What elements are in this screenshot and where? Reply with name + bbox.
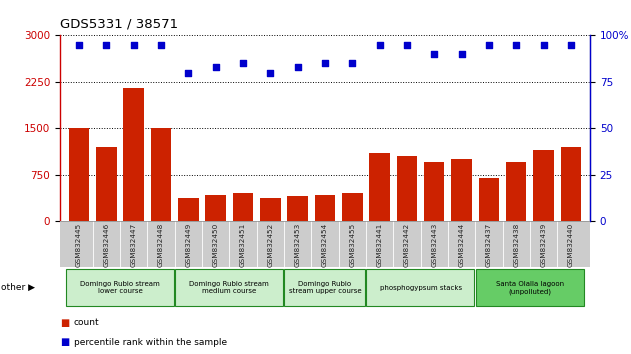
Point — [293, 64, 303, 70]
Text: GSM832454: GSM832454 — [322, 223, 328, 267]
Bar — [124, 88, 144, 221]
Point — [129, 42, 139, 47]
Bar — [479, 178, 499, 221]
Bar — [284, 269, 365, 306]
Text: GSM832455: GSM832455 — [350, 223, 355, 267]
Bar — [178, 198, 199, 221]
Point — [238, 61, 248, 66]
Point — [184, 70, 194, 75]
Bar — [506, 162, 526, 221]
Text: GSM832451: GSM832451 — [240, 223, 246, 267]
Text: GSM832449: GSM832449 — [186, 223, 191, 267]
Text: GSM832439: GSM832439 — [541, 223, 546, 267]
Bar — [342, 193, 363, 221]
Point — [265, 70, 275, 75]
Bar — [233, 193, 253, 221]
Bar — [424, 162, 444, 221]
Point — [102, 42, 112, 47]
Bar — [533, 150, 554, 221]
Text: GDS5331 / 38571: GDS5331 / 38571 — [60, 18, 178, 31]
Text: GSM832437: GSM832437 — [486, 223, 492, 267]
Text: Domingo Rubio stream
medium course: Domingo Rubio stream medium course — [189, 281, 269, 295]
Text: GSM832441: GSM832441 — [377, 223, 382, 267]
Bar — [151, 128, 171, 221]
Text: ■: ■ — [60, 318, 69, 328]
Bar — [315, 195, 335, 221]
Point — [456, 51, 466, 57]
Point — [375, 42, 385, 47]
Text: GSM832442: GSM832442 — [404, 223, 410, 267]
Bar — [60, 221, 590, 267]
Bar — [260, 198, 281, 221]
Text: GSM832443: GSM832443 — [431, 223, 437, 267]
Text: ■: ■ — [60, 337, 69, 348]
Bar — [476, 269, 584, 306]
Text: GSM832444: GSM832444 — [459, 223, 464, 267]
Text: GSM832438: GSM832438 — [513, 223, 519, 267]
Text: other ▶: other ▶ — [1, 283, 35, 292]
Bar — [560, 147, 581, 221]
Point — [538, 42, 548, 47]
Text: Domingo Rubio stream
lower course: Domingo Rubio stream lower course — [80, 281, 160, 295]
Bar — [287, 196, 308, 221]
Text: GSM832452: GSM832452 — [268, 223, 273, 267]
Point — [211, 64, 221, 70]
Bar — [66, 269, 174, 306]
Bar — [369, 153, 390, 221]
Point — [566, 42, 576, 47]
Point — [347, 61, 357, 66]
Point — [429, 51, 439, 57]
Text: GSM832450: GSM832450 — [213, 223, 219, 267]
Bar — [451, 159, 472, 221]
Bar — [397, 156, 417, 221]
Text: GSM832445: GSM832445 — [76, 223, 82, 267]
Bar — [366, 269, 475, 306]
Bar — [206, 195, 226, 221]
Bar — [96, 147, 117, 221]
Text: phosphogypsum stacks: phosphogypsum stacks — [379, 285, 462, 291]
Text: Santa Olalla lagoon
(unpolluted): Santa Olalla lagoon (unpolluted) — [496, 281, 564, 295]
Point — [320, 61, 330, 66]
Text: GSM832446: GSM832446 — [103, 223, 109, 267]
Point — [156, 42, 166, 47]
Point — [74, 42, 84, 47]
Point — [484, 42, 494, 47]
Bar — [69, 128, 90, 221]
Point — [402, 42, 412, 47]
Text: GSM832447: GSM832447 — [131, 223, 137, 267]
Text: GSM832440: GSM832440 — [568, 223, 574, 267]
Bar — [175, 269, 283, 306]
Text: count: count — [74, 318, 100, 327]
Text: Domingo Rubio
stream upper course: Domingo Rubio stream upper course — [288, 281, 362, 295]
Text: percentile rank within the sample: percentile rank within the sample — [74, 338, 227, 347]
Text: GSM832448: GSM832448 — [158, 223, 164, 267]
Text: GSM832453: GSM832453 — [295, 223, 300, 267]
Point — [511, 42, 521, 47]
